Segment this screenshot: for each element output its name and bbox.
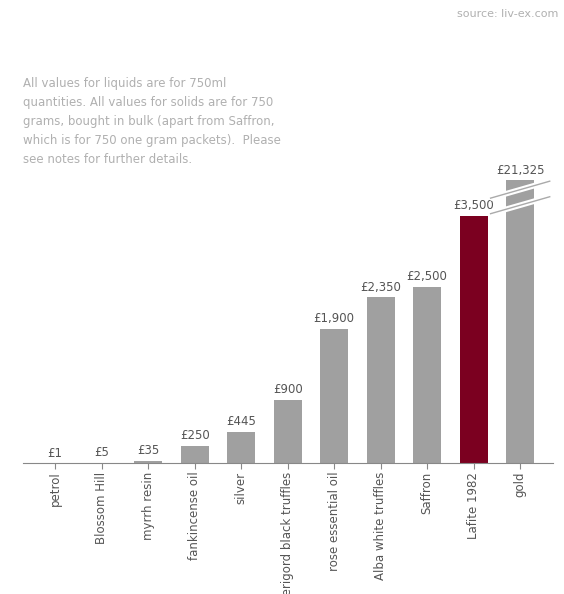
Text: £445: £445: [226, 415, 256, 428]
Bar: [413, 286, 441, 463]
Text: £5: £5: [94, 447, 109, 459]
Bar: [180, 446, 209, 463]
Bar: [367, 297, 395, 463]
Text: £21,325: £21,325: [496, 164, 544, 177]
Bar: [134, 461, 162, 463]
Bar: [506, 181, 534, 463]
Text: £250: £250: [180, 429, 209, 442]
Text: £1: £1: [47, 447, 63, 460]
Text: £3,500: £3,500: [453, 199, 494, 212]
Bar: [460, 216, 488, 463]
Bar: [227, 432, 255, 463]
Bar: [274, 400, 302, 463]
Text: £35: £35: [137, 444, 159, 457]
Bar: [320, 329, 348, 463]
Text: All values for liquids are for 750ml
quantities. All values for solids are for 7: All values for liquids are for 750ml qua…: [23, 77, 280, 166]
Text: £2,350: £2,350: [360, 280, 401, 293]
Text: source: liv-ex.com: source: liv-ex.com: [457, 9, 558, 19]
Text: £1,900: £1,900: [314, 312, 355, 326]
Text: £900: £900: [273, 383, 302, 396]
Text: £2,500: £2,500: [407, 270, 448, 283]
